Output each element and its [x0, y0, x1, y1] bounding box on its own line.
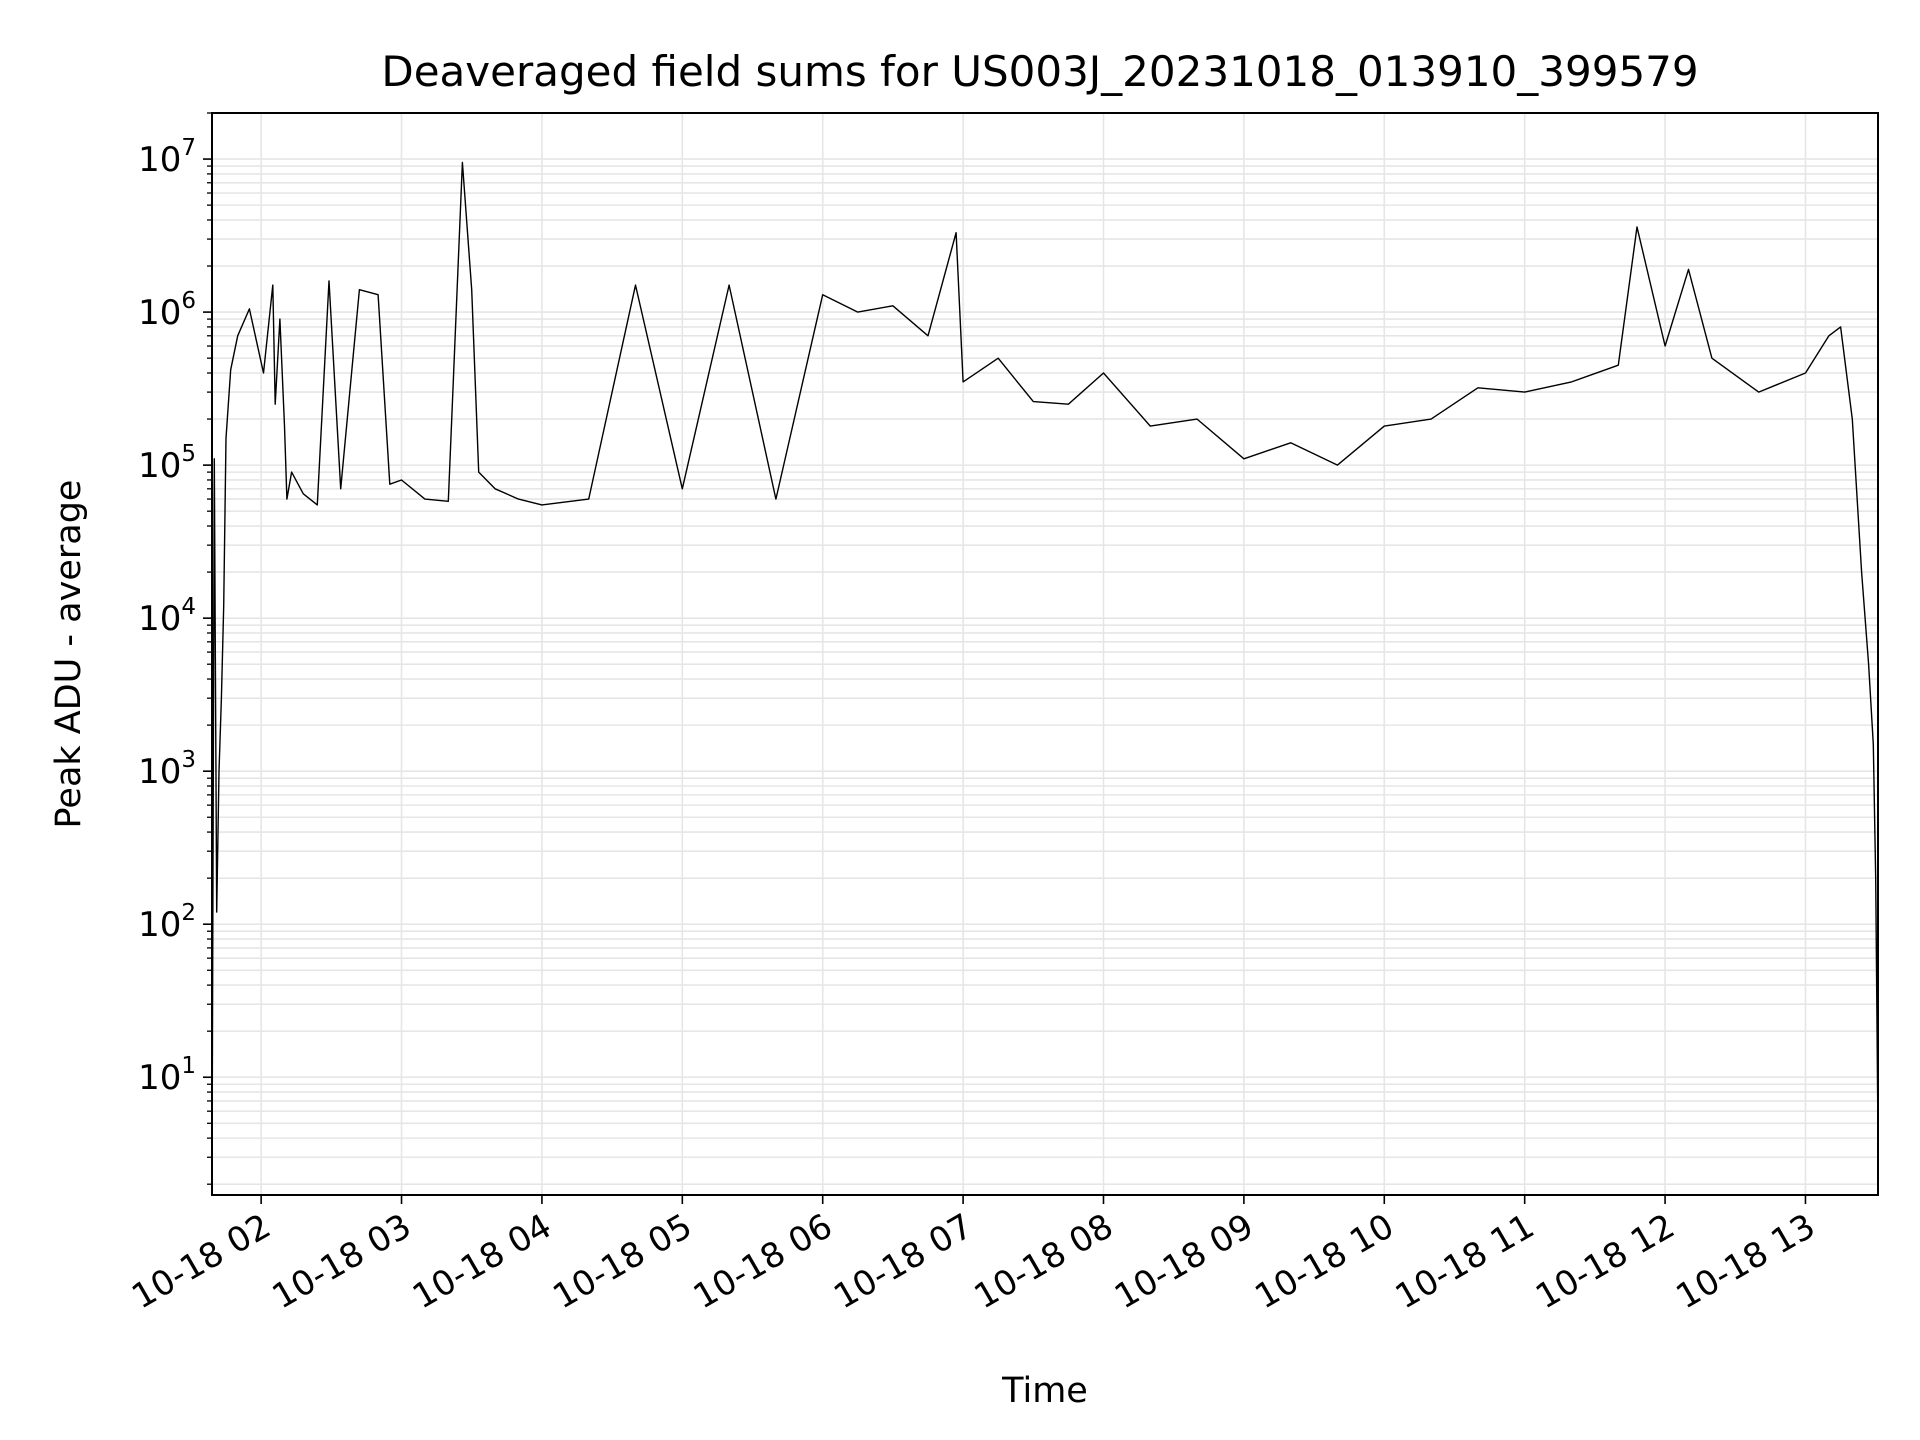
- plot-area-frame: [211, 112, 1879, 1196]
- y-tick-label: 103: [138, 747, 196, 792]
- y-tick-label: 106: [138, 288, 196, 333]
- series-line: [211, 161, 1879, 1185]
- y-tick-label: 102: [138, 900, 196, 945]
- y-tick-label: 104: [138, 594, 196, 639]
- y-axis-label: Peak ADU - average: [49, 480, 89, 829]
- y-tick-label: 101: [138, 1053, 196, 1098]
- series-lines: [211, 161, 1879, 1185]
- y-tick-label: 105: [138, 441, 196, 486]
- chart-title: Deaveraged field sums for US003J_2023101…: [381, 47, 1698, 96]
- grid-lines: [212, 112, 1878, 1195]
- y-tick-label: 107: [138, 135, 196, 180]
- x-axis-label: Time: [1001, 1371, 1088, 1411]
